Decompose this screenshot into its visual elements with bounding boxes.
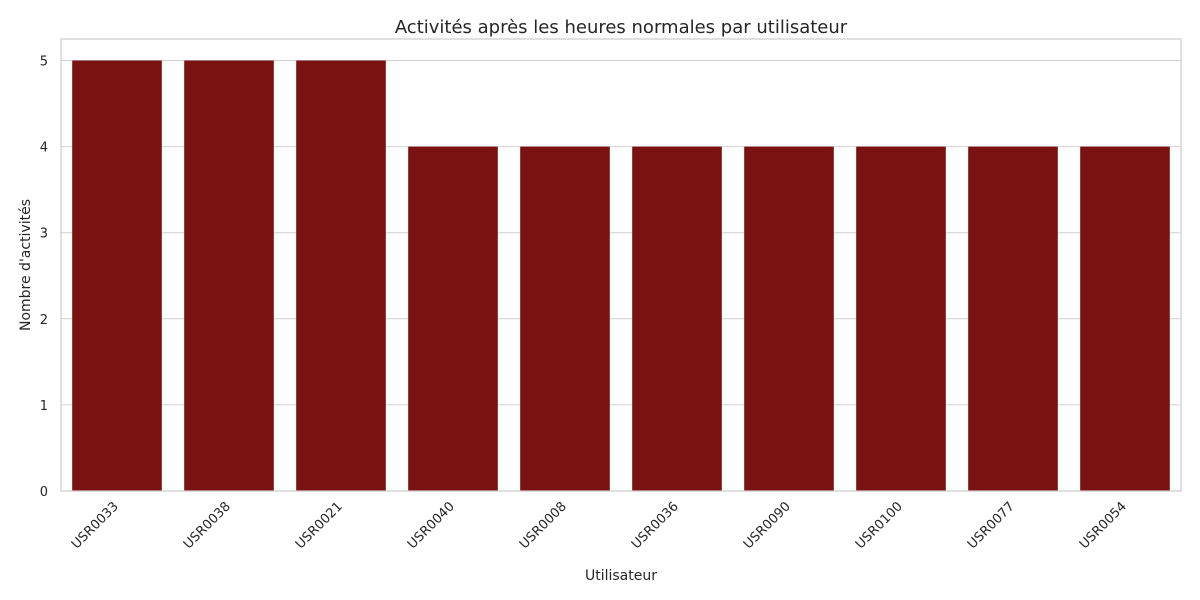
y-tick-label: 3 — [40, 227, 48, 242]
bar-usr0077 — [968, 146, 1058, 491]
x-tick-label: USR0008 — [517, 499, 570, 552]
plot-frame — [60, 38, 1182, 492]
bars — [72, 60, 1170, 492]
x-axis-ticks: USR0033 USR0038 USR0021 USR0040 USR0008 USR00… — [69, 499, 1130, 552]
x-tick-label: USR0054 — [1077, 499, 1130, 552]
bar-usr0040 — [408, 146, 498, 491]
bar-usr0054 — [1080, 146, 1170, 491]
x-tick-label: USR0077 — [965, 499, 1018, 552]
y-tick-label: 5 — [40, 55, 48, 70]
x-tick-label: USR0021 — [293, 499, 346, 552]
x-tick-label: USR0036 — [629, 499, 682, 552]
x-axis-label: Utilisateur — [585, 568, 657, 584]
x-tick-label: USR0033 — [69, 499, 122, 552]
y-tick-label: 0 — [40, 485, 48, 500]
y-tick-label: 1 — [40, 399, 48, 414]
y-tick-label: 2 — [40, 313, 48, 328]
y-axis-ticks: 0 1 2 3 4 5 — [40, 55, 48, 500]
bar-usr0100 — [856, 146, 946, 491]
x-tick-label: USR0040 — [405, 499, 458, 552]
y-axis-label: Nombre d'activités — [18, 199, 34, 331]
x-tick-label: USR0090 — [741, 499, 794, 552]
bar-usr0008 — [520, 146, 610, 491]
bar-usr0033 — [72, 60, 162, 492]
bar-usr0036 — [632, 146, 722, 491]
y-tick-label: 4 — [40, 141, 48, 156]
bar-usr0021 — [296, 60, 386, 492]
x-tick-label: USR0038 — [181, 499, 234, 552]
bar-usr0038 — [184, 60, 274, 492]
chart-title: Activités après les heures normales par … — [395, 17, 848, 38]
x-tick-label: USR0100 — [853, 499, 906, 552]
bar-usr0090 — [744, 146, 834, 491]
